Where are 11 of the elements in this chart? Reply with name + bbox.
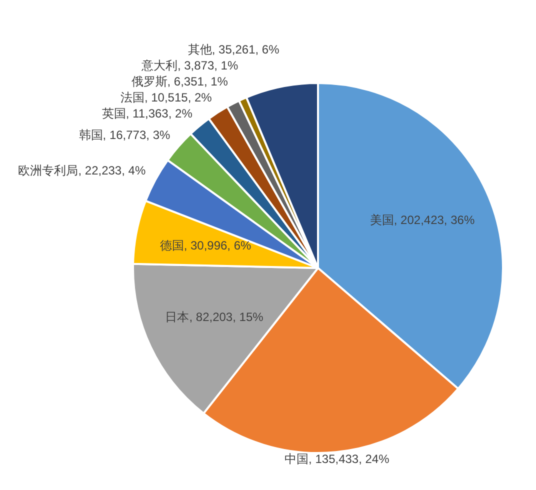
slice-label: 其他, 35,261, 6% — [188, 42, 280, 56]
slice-label: 法国, 10,515, 2% — [120, 90, 212, 104]
slice-label: 欧洲专利局, 22,233, 4% — [18, 163, 146, 178]
slice-label: 韩国, 16,773, 3% — [78, 128, 170, 142]
slice-label: 英国, 11,363, 2% — [102, 106, 193, 120]
slice-label: 日本, 82,203, 15% — [165, 310, 264, 324]
slice-label: 美国, 202,423, 36% — [370, 213, 475, 228]
slice-label: 德国, 30,996, 6% — [160, 238, 252, 253]
slice-label: 中国, 135,433, 24% — [284, 452, 390, 466]
slice-label: 俄罗斯, 6,351, 1% — [131, 74, 228, 88]
slice-label: 意大利, 3,873, 1% — [140, 58, 238, 72]
